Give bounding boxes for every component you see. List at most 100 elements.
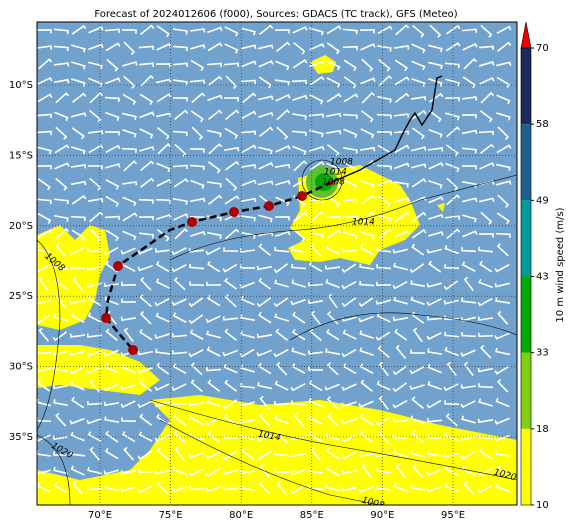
barb xyxy=(208,109,223,120)
barb xyxy=(326,25,342,35)
barb xyxy=(53,78,70,84)
barb xyxy=(174,227,189,240)
barb xyxy=(70,380,85,391)
barb xyxy=(343,59,357,72)
barb xyxy=(426,418,443,423)
barb xyxy=(55,177,68,191)
barb xyxy=(122,230,137,241)
barb xyxy=(342,45,358,51)
barb xyxy=(310,446,322,461)
barb xyxy=(88,144,104,154)
barb xyxy=(325,465,340,477)
barb xyxy=(140,276,152,291)
barb xyxy=(310,210,324,223)
barb xyxy=(276,361,288,376)
barb xyxy=(309,328,322,342)
barb xyxy=(120,316,137,322)
barb xyxy=(137,485,153,494)
barb xyxy=(87,312,102,323)
barb xyxy=(71,146,86,155)
barb xyxy=(256,450,272,461)
colorbar-tick-label: 10 xyxy=(536,500,549,511)
barb xyxy=(444,346,459,357)
barb xyxy=(308,380,323,392)
barb xyxy=(308,431,323,442)
barb xyxy=(393,449,408,459)
barb xyxy=(173,213,189,221)
barb xyxy=(496,212,510,225)
barb xyxy=(89,92,104,104)
barb xyxy=(139,177,155,188)
barb xyxy=(171,298,187,306)
barb xyxy=(120,486,136,492)
barb xyxy=(103,246,119,256)
barb xyxy=(463,480,475,495)
barb xyxy=(37,130,53,136)
barb xyxy=(173,413,187,426)
barb xyxy=(37,178,51,191)
barb xyxy=(274,414,289,425)
barb xyxy=(156,127,170,140)
barb xyxy=(411,430,424,444)
barb xyxy=(37,45,53,50)
barb xyxy=(273,349,289,358)
barb xyxy=(480,24,493,38)
barb xyxy=(225,75,238,89)
barb xyxy=(105,328,118,342)
barb xyxy=(137,265,153,272)
barb xyxy=(410,280,426,288)
barb xyxy=(429,24,442,38)
barb xyxy=(188,468,204,476)
barb xyxy=(241,447,255,460)
barb xyxy=(71,78,86,87)
barb xyxy=(70,312,85,323)
barb xyxy=(105,77,121,85)
barb xyxy=(53,399,69,407)
barb xyxy=(462,197,478,203)
barb xyxy=(360,194,376,205)
barb xyxy=(410,449,425,458)
barb xyxy=(308,232,324,239)
barb xyxy=(291,400,307,405)
barb xyxy=(256,265,273,271)
barb xyxy=(360,179,375,189)
barb xyxy=(411,178,427,188)
barb xyxy=(290,452,307,458)
barb xyxy=(72,92,87,103)
barb xyxy=(104,96,120,102)
barb xyxy=(121,417,137,422)
barb xyxy=(122,196,137,207)
barb xyxy=(274,450,290,457)
barb xyxy=(276,480,287,495)
contour-label: 1008 xyxy=(330,158,353,168)
barb xyxy=(207,430,221,443)
barb xyxy=(274,163,291,169)
colorbar-tick-label: 70 xyxy=(536,43,549,54)
barb xyxy=(377,179,393,187)
barb xyxy=(106,58,119,72)
barb xyxy=(291,347,306,356)
barb xyxy=(410,296,425,306)
barb xyxy=(69,333,86,338)
barb xyxy=(86,333,103,338)
contour-label: 1014 xyxy=(257,430,282,444)
barb xyxy=(258,214,273,223)
barb xyxy=(462,230,478,238)
barb xyxy=(394,328,408,341)
barb xyxy=(291,328,306,341)
barb xyxy=(410,415,425,424)
barb xyxy=(392,399,408,409)
barb xyxy=(360,110,374,123)
barb xyxy=(343,93,359,103)
barb xyxy=(308,366,324,371)
barb xyxy=(239,418,256,424)
barb xyxy=(426,468,442,477)
barb xyxy=(171,264,187,273)
barb xyxy=(309,75,325,86)
barb xyxy=(291,279,306,288)
colorbar-tick-label: 33 xyxy=(536,348,549,359)
barb xyxy=(223,146,240,152)
barb xyxy=(393,262,408,271)
barb xyxy=(87,130,104,135)
barb xyxy=(274,79,290,86)
